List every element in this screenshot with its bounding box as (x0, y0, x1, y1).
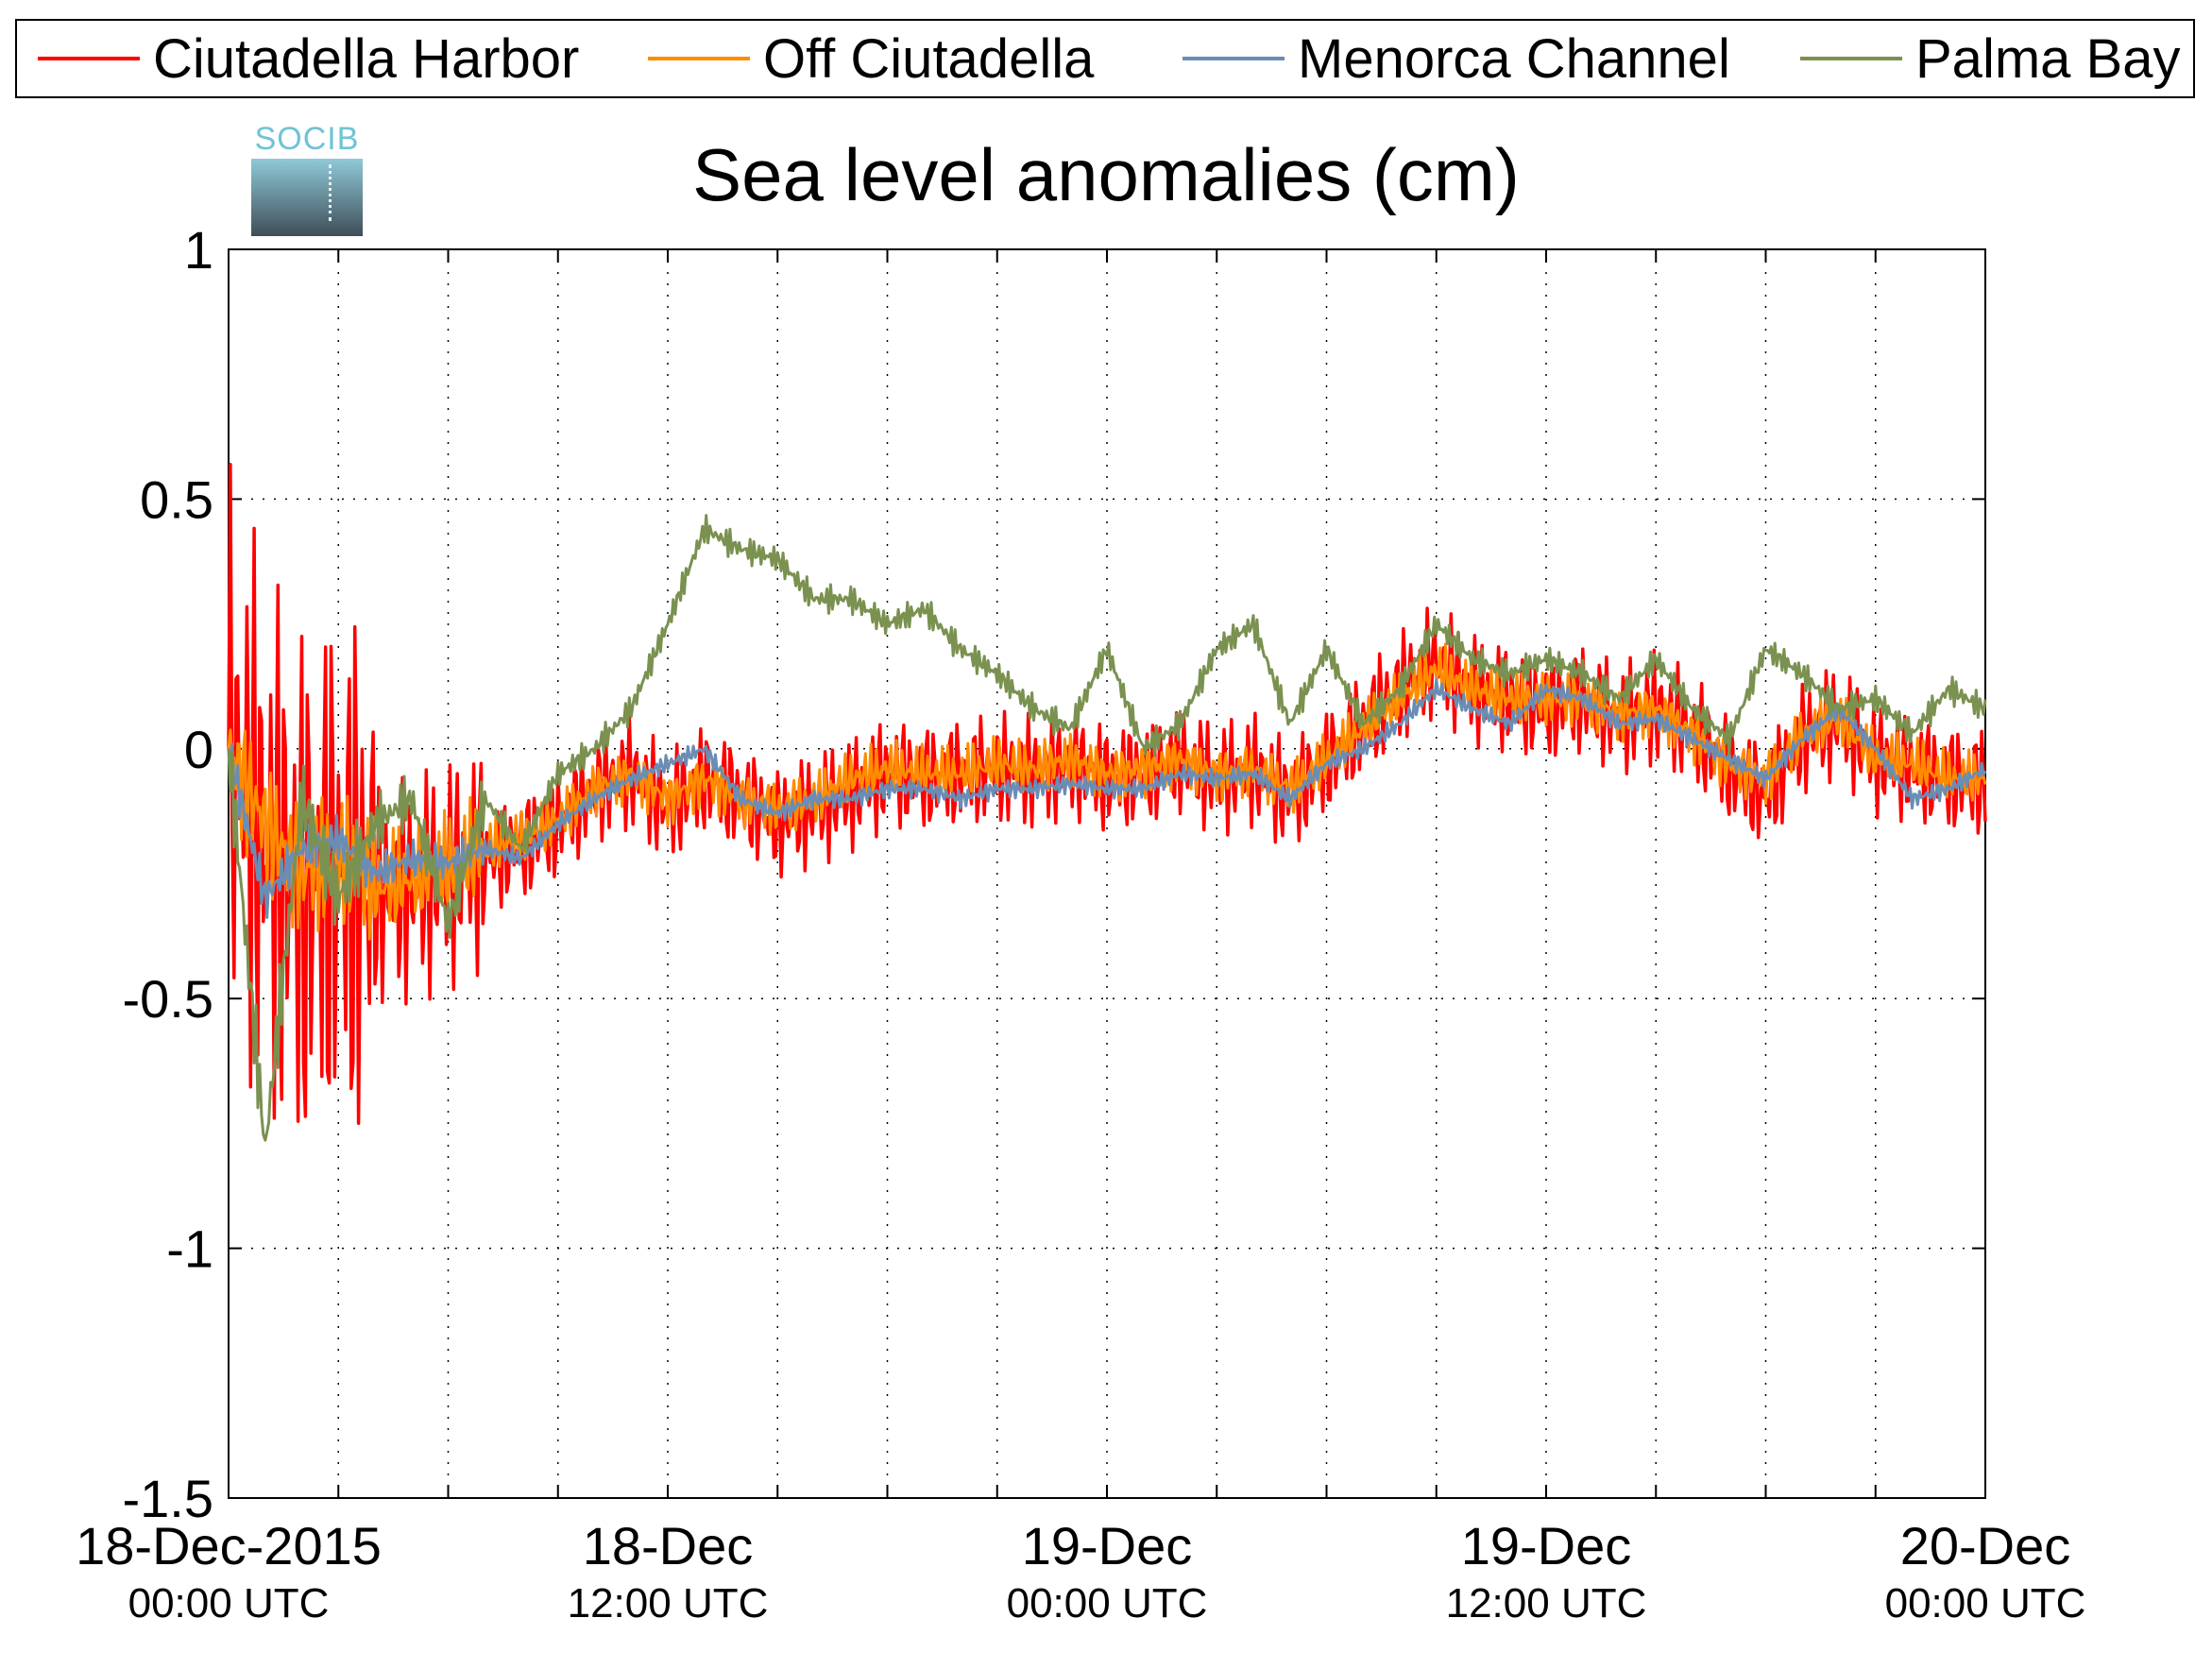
legend-label: Palma Bay (1915, 27, 2181, 90)
legend-swatch (38, 57, 140, 60)
legend: Ciutadella Harbor Off Ciutadella Menorca… (15, 19, 2195, 98)
x-tick-label: 20-Dec (1900, 1516, 2071, 1575)
legend-item-off-ciutadella: Off Ciutadella (648, 21, 1094, 96)
chart-title: Sea level anomalies (cm) (692, 133, 1520, 216)
series-line-ciutadella-harbor (227, 462, 1987, 1126)
x-tick-sublabel: 00:00 UTC (1885, 1580, 2086, 1626)
legend-swatch (1800, 57, 1902, 60)
x-tick-label: 18-Dec-2015 (76, 1516, 382, 1575)
y-tick-label: 0.5 (140, 469, 213, 529)
legend-swatch (1183, 57, 1285, 60)
socib-logo: SOCIB (251, 121, 363, 236)
x-tick-sublabel: 00:00 UTC (1007, 1580, 1208, 1626)
logo-text: SOCIB (254, 121, 360, 157)
series-line-menorca-channel (227, 677, 1987, 919)
legend-label: Menorca Channel (1298, 27, 1730, 90)
y-tick-label: 1 (184, 220, 213, 280)
legend-item-menorca-channel: Menorca Channel (1183, 21, 1730, 96)
x-tick-label: 19-Dec (1461, 1516, 1632, 1575)
legend-swatch (648, 57, 750, 60)
logo-wave (251, 159, 363, 236)
y-tick-label: -0.5 (123, 969, 214, 1029)
legend-label: Off Ciutadella (763, 27, 1095, 90)
y-tick-label: -1 (166, 1219, 213, 1279)
x-tick-sublabel: 12:00 UTC (1446, 1580, 1647, 1626)
legend-item-palma-bay: Palma Bay (1800, 21, 2180, 96)
x-tick-label: 18-Dec (583, 1516, 754, 1575)
y-tick-label: 0 (184, 720, 213, 779)
logo-pole (329, 164, 332, 221)
x-tick-sublabel: 12:00 UTC (568, 1580, 769, 1626)
y-tick-label: -1.5 (123, 1469, 214, 1528)
x-tick-sublabel: 00:00 UTC (128, 1580, 330, 1626)
series-line-off-ciutadella (227, 642, 1987, 941)
x-tick-label: 19-Dec (1022, 1516, 1193, 1575)
series-line-palma-bay (227, 514, 1987, 1142)
legend-item-ciutadella-harbor: Ciutadella Harbor (38, 21, 579, 96)
legend-label: Ciutadella Harbor (153, 27, 580, 90)
